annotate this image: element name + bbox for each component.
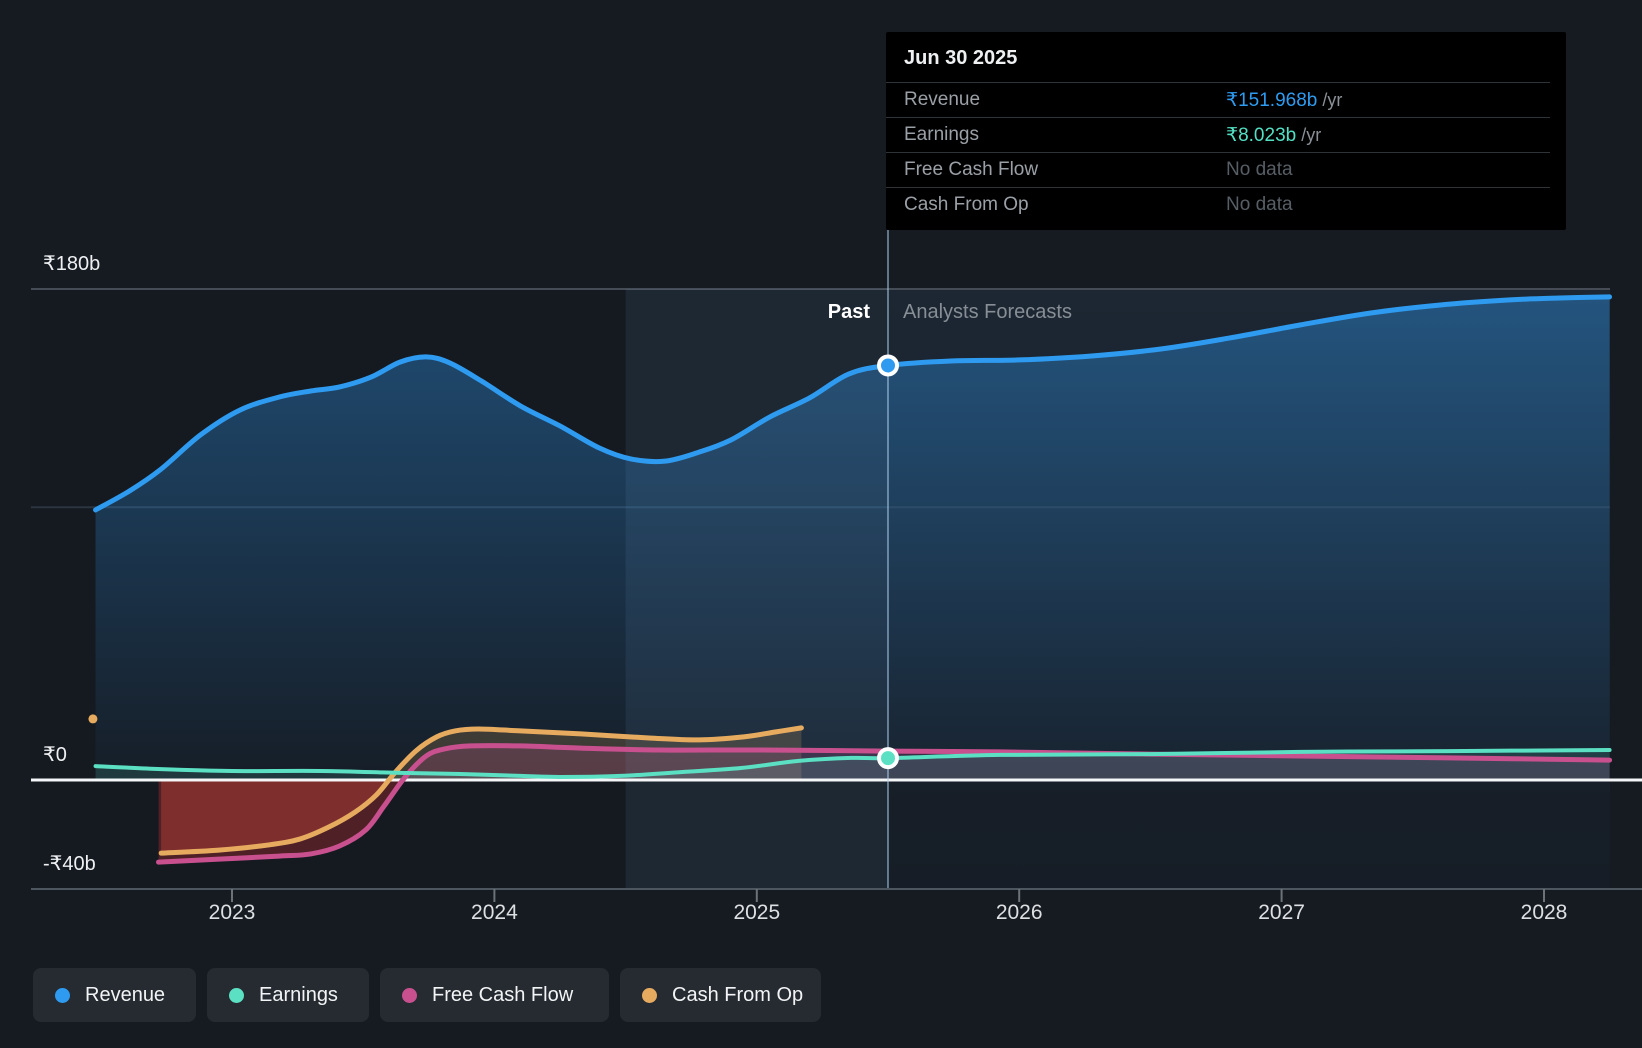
tooltip-label: Free Cash Flow [904,159,1039,180]
revenue-dot-icon [55,988,70,1003]
forecast-zone-label: Analysts Forecasts [903,301,1072,323]
tooltip-row-revenue: Revenue ₹151.968b/yr [886,82,1550,117]
tooltip-row-cash-from-op: Cash From Op No data [886,187,1550,222]
tooltip-value: No data [1226,194,1293,215]
legend-item-revenue[interactable]: Revenue [33,968,196,1022]
tooltip-value: ₹151.968b [1226,90,1318,111]
legend-item-cash-from-op[interactable]: Cash From Op [620,968,821,1022]
x-axis-label: 2026 [995,901,1043,924]
legend-label: Earnings [259,984,338,1006]
x-axis-label: 2028 [1520,901,1568,924]
y-axis-label-180b: ₹180b [43,253,101,275]
tooltip-label: Earnings [904,124,979,145]
earnings-dot-icon [229,988,244,1003]
x-axis-label: 2025 [733,901,781,924]
legend-item-free-cash-flow[interactable]: Free Cash Flow [380,968,609,1022]
tooltip-label: Revenue [904,89,981,110]
legend-label: Free Cash Flow [432,984,574,1006]
tooltip-value: No data [1226,159,1293,180]
tooltip-date: Jun 30 2025 [904,47,1018,69]
y-axis-label-neg40b: -₹40b [43,853,96,875]
cash-from-op-dot-icon [642,988,657,1003]
y-axis-label-0: ₹0 [43,744,67,766]
past-zone-label: Past [827,301,870,323]
x-axis-label: 2023 [208,901,256,924]
tooltip-unit: /yr [1322,90,1343,110]
free-cash-flow-dot-icon [402,988,417,1003]
tooltip: Jun 30 2025 Revenue ₹151.968b/yr Earning… [886,32,1566,230]
tooltip-label: Cash From Op [904,194,1029,215]
x-axis-label: 2024 [471,901,518,924]
tooltip-unit: /yr [1301,125,1322,145]
tooltip-row-free-cash-flow: Free Cash Flow No data [886,152,1550,187]
legend-label: Cash From Op [672,984,804,1006]
tooltip-value: ₹8.023b [1226,125,1297,146]
x-axis-label: 2027 [1258,901,1305,924]
legend-label: Revenue [85,984,166,1006]
tooltip-row-earnings: Earnings ₹8.023b/yr [886,117,1550,152]
legend-item-earnings[interactable]: Earnings [207,968,369,1022]
